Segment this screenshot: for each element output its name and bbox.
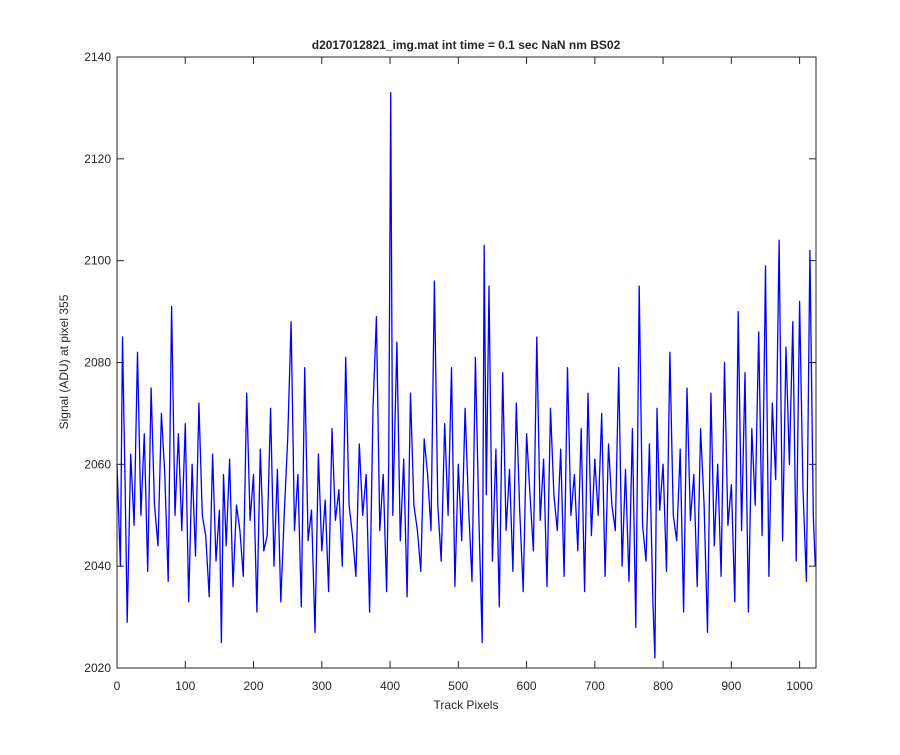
chart-title: d2017012821_img.mat int time = 0.1 sec N… <box>312 38 621 52</box>
y-tick-label: 2140 <box>84 50 111 64</box>
x-axis-label: Track Pixels <box>434 698 499 712</box>
series-line <box>116 91 816 659</box>
x-tick-label: 100 <box>175 679 195 693</box>
y-tick-label: 2060 <box>84 457 111 471</box>
x-tick-label: 1000 <box>786 679 813 693</box>
x-tick-label: 500 <box>448 679 468 693</box>
y-tick-label: 2040 <box>84 559 111 573</box>
x-tick-label: 900 <box>721 679 741 693</box>
x-tick-label: 600 <box>517 679 537 693</box>
x-tick-label: 700 <box>585 679 605 693</box>
y-axis-label: Signal (ADU) at pixel 355 <box>57 294 71 429</box>
x-tick-label: 300 <box>312 679 332 693</box>
x-tick-label: 0 <box>114 679 121 693</box>
y-tick-label: 2120 <box>84 152 111 166</box>
x-tick-label: 400 <box>380 679 400 693</box>
series-layer <box>116 91 816 659</box>
y-tick-labels: 2020 2040 2060 2080 2100 2120 2140 <box>84 50 111 675</box>
x-tick-label: 800 <box>653 679 673 693</box>
y-tick-label: 2100 <box>84 254 111 268</box>
x-tick-labels: 0 100 200 300 400 500 600 700 800 900 1000 <box>114 679 814 693</box>
x-tick-label: 200 <box>244 679 264 693</box>
y-tick-label: 2080 <box>84 356 111 370</box>
y-tick-label: 2020 <box>84 661 111 675</box>
axes-box <box>116 56 817 669</box>
